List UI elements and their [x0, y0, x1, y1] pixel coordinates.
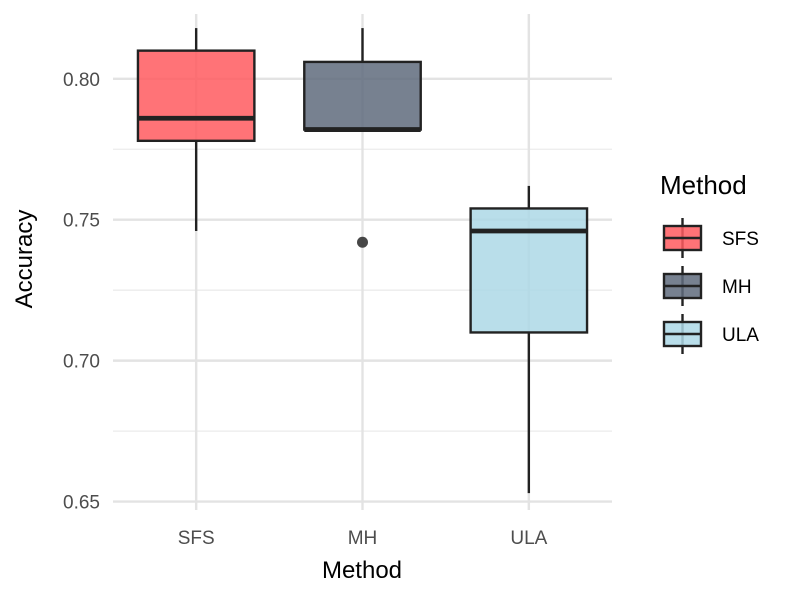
legend-label: SFS [722, 229, 759, 250]
box-ula [469, 185, 589, 494]
y-axis-ticks: 0.65 0.70 0.75 0.80 [63, 70, 100, 514]
legend-key-sfs: SFS [662, 218, 759, 258]
x-axis-title: Method [322, 557, 402, 584]
y-tick-label: 0.65 [63, 493, 100, 514]
box-iqr [469, 207, 589, 334]
y-tick-label: 0.75 [63, 211, 100, 232]
legend-title: Method [660, 170, 747, 200]
legend-key-mh: MH [662, 266, 752, 306]
y-tick-label: 0.80 [63, 70, 100, 91]
box-sfs [136, 28, 256, 231]
y-tick-label: 0.70 [63, 352, 100, 373]
legend-label: ULA [722, 325, 759, 346]
y-axis-title: Accuracy [11, 210, 38, 309]
x-tick-label: ULA [510, 528, 547, 549]
box-iqr [136, 49, 256, 143]
legend-key-ula: ULA [662, 314, 759, 354]
box-iqr [303, 60, 422, 131]
x-axis-ticks: SFS MH ULA [178, 528, 548, 549]
outlier-point [357, 236, 368, 248]
legend-label: MH [722, 277, 752, 298]
legend: Method SFS MH ULA [660, 170, 759, 354]
boxes [136, 28, 589, 494]
box-mh [303, 28, 422, 248]
x-tick-label: MH [348, 528, 378, 549]
x-tick-label: SFS [178, 528, 215, 549]
